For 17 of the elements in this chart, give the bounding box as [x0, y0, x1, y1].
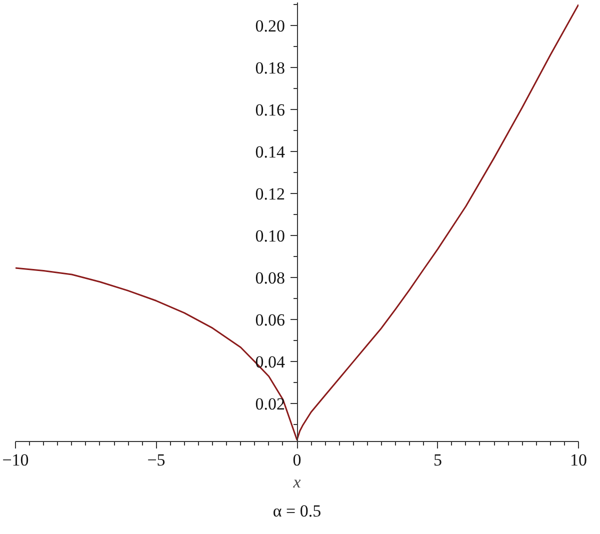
- y-tick-label: 0.04: [255, 352, 286, 372]
- x-tick-label: 5: [434, 450, 442, 470]
- y-tick-label: 0.18: [255, 58, 285, 78]
- y-tick-label: 0.16: [255, 100, 285, 120]
- x-tick-label: 10: [570, 450, 587, 470]
- y-tick-label: 0.06: [255, 310, 285, 330]
- y-tick-label: 0.10: [255, 226, 285, 246]
- text: α = 0.5: [272, 502, 322, 520]
- x-tick-label: −5: [147, 450, 166, 470]
- y-tick-label: 0.12: [255, 184, 285, 204]
- y-tick-label: 0.20: [255, 16, 285, 36]
- x-tick-label: −10: [2, 450, 29, 470]
- y-tick-label: 0.02: [255, 394, 285, 414]
- y-tick-label: 0.14: [255, 142, 286, 162]
- x-tick-label: 0: [292, 450, 302, 470]
- y-tick-label: 0.08: [255, 268, 285, 288]
- x-axis-title: x: [292, 472, 302, 492]
